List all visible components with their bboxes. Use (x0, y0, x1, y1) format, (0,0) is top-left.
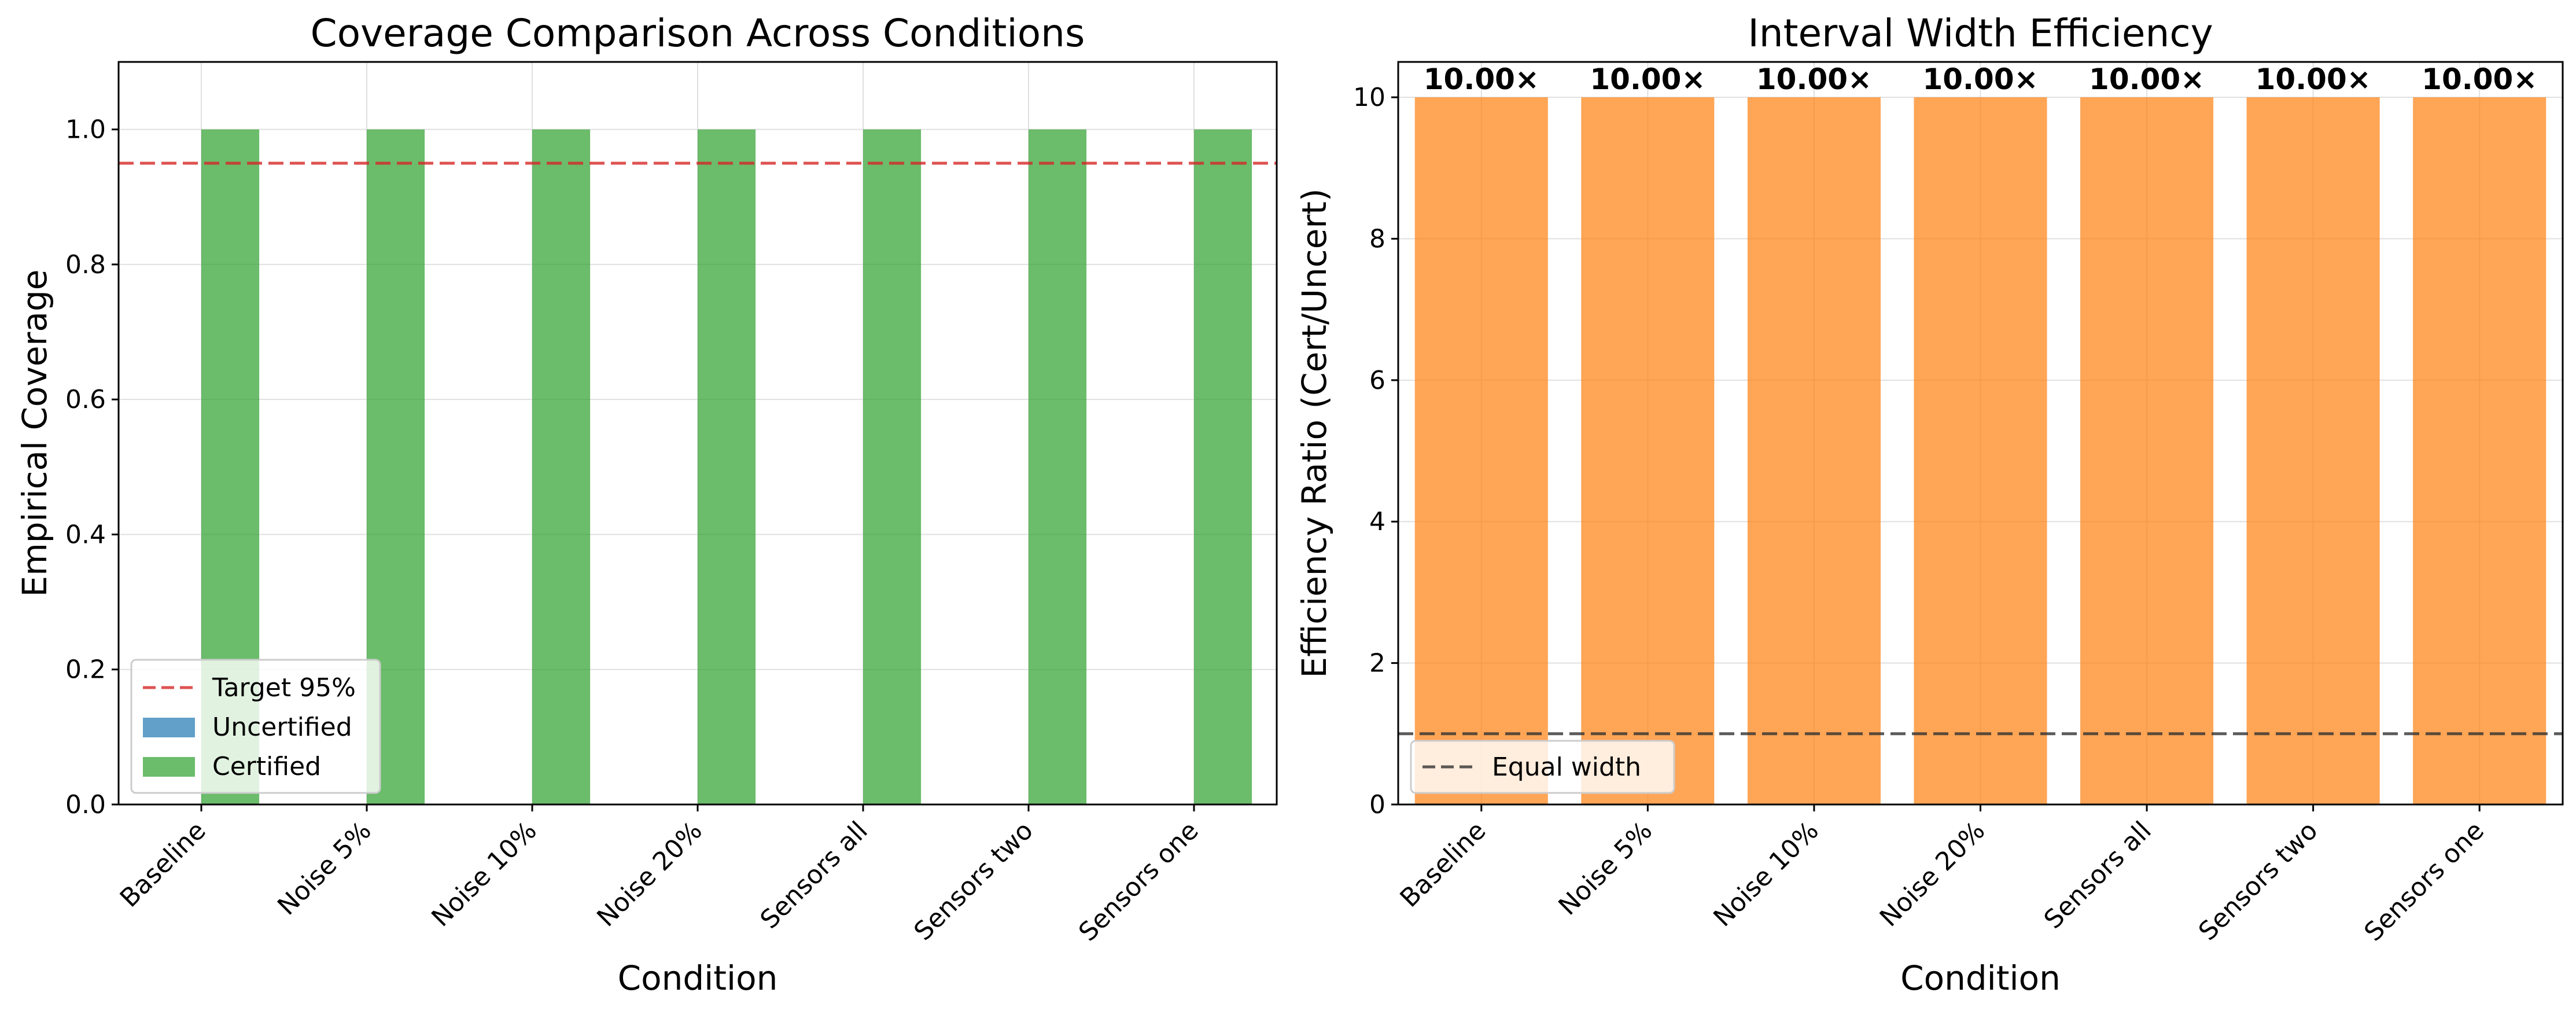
bar-efficiency (2246, 97, 2380, 805)
y-tick-label: 0.0 (65, 790, 106, 820)
legend-label-equal-width: Equal width (1492, 752, 1641, 782)
data-label: 10.00× (2422, 63, 2537, 96)
bar-efficiency (2413, 97, 2546, 805)
bar-certified (863, 129, 922, 805)
bar-certified (1194, 129, 1252, 805)
legend-swatch-uncertified (143, 718, 195, 737)
x-tick-label: Sensors all (755, 816, 874, 935)
data-label: 10.00× (1590, 63, 1705, 96)
y-tick-label: 2 (1369, 649, 1385, 678)
x-tick-label: Sensors one (1073, 816, 1204, 947)
bar-efficiency (1914, 97, 2047, 805)
x-tick-label: Noise 5% (272, 816, 377, 921)
data-label: 10.00× (2089, 63, 2205, 96)
x-tick-label: Baseline (115, 816, 212, 913)
x-tick-label: Sensors two (908, 816, 1038, 946)
bar-certified (698, 129, 756, 805)
data-label: 10.00× (1756, 63, 1872, 96)
legend-label-certified: Certified (212, 752, 321, 781)
x-tick-label: Sensors one (2358, 816, 2490, 947)
x-tick-label: Baseline (1395, 816, 1492, 913)
legend-swatch-certified (143, 757, 195, 777)
x-tick-label: Noise 5% (1553, 816, 1659, 921)
y-tick-label: 0 (1369, 790, 1385, 820)
bar-certified (1029, 129, 1087, 805)
chart-title: Interval Width Efficiency (1748, 11, 2213, 56)
data-label: 10.00× (2256, 63, 2371, 96)
bar-efficiency (1581, 97, 1715, 805)
y-tick-label: 8 (1369, 224, 1385, 254)
x-axis-label: Condition (618, 958, 778, 998)
x-tick-label: Noise 20% (1874, 816, 1991, 932)
x-tick-label: Sensors all (2039, 816, 2157, 935)
y-tick-label: 6 (1369, 366, 1385, 395)
efficiency-chart-panel: 10.00× 10.00× 10.00× 10.00× 10.00× 10.00× 10.0… (1295, 11, 2564, 998)
y-tick-label: 1.0 (65, 115, 106, 145)
y-tick-label: 0.4 (65, 520, 106, 549)
y-tick-label: 0.8 (65, 250, 106, 280)
y-tick-label: 4 (1369, 507, 1385, 537)
x-tick-label: Sensors two (2193, 816, 2323, 946)
y-tick-label: 10 (1353, 83, 1385, 112)
y-axis-label: Empirical Coverage (15, 270, 54, 597)
x-tick-label: Noise 10% (426, 816, 542, 932)
x-tick-label: Noise 10% (1708, 816, 1824, 932)
y-tick-label: 0.6 (65, 385, 106, 414)
x-tick-label: Noise 20% (591, 816, 707, 932)
legend-frame (1410, 740, 1675, 794)
y-tick-label: 0.2 (65, 655, 106, 685)
legend-label-uncertified: Uncertified (212, 712, 352, 742)
bar-efficiency (1747, 97, 1881, 805)
legend: Equal width (1410, 740, 1675, 794)
data-label: 10.00× (1922, 63, 2038, 96)
bar-efficiency (1414, 97, 1548, 805)
bar-efficiency (2080, 97, 2214, 805)
bar-certified (532, 129, 591, 805)
legend: Target 95% Uncertified Certified (130, 659, 381, 794)
data-label: 10.00× (1424, 63, 1539, 96)
y-axis-label: Efficiency Ratio (Cert/Uncert) (1295, 188, 1334, 678)
chart-title: Coverage Comparison Across Conditions (311, 11, 1085, 56)
legend-label-target: Target 95% (212, 673, 356, 703)
coverage-chart-panel: 0.0 0.2 0.4 0.6 0.8 1.0 Baseline Noise 5% Noise … (15, 11, 1278, 998)
x-axis-label: Condition (1900, 958, 2061, 998)
